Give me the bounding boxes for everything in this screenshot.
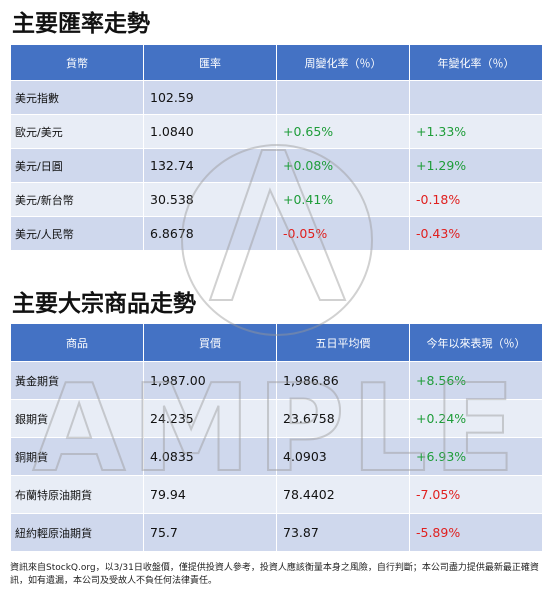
table-cell — [276, 80, 410, 115]
table-cell: 美元/新台幣 — [10, 182, 144, 217]
header-cell: 五日平均價 — [276, 323, 410, 362]
table-cell: 132.74 — [143, 148, 277, 183]
table-cell: 1.0840 — [143, 114, 277, 149]
header-cell: 買價 — [143, 323, 277, 362]
table-row: 美元/日圓 132.74 +0.08% +1.29% — [10, 148, 543, 183]
table-cell: 美元/日圓 — [10, 148, 144, 183]
header-row: 貨幣 匯率 周變化率（％） 年變化率（％） — [10, 44, 543, 81]
table-cell: 79.94 — [143, 475, 277, 514]
table-cell: -5.89% — [409, 513, 543, 552]
header-cell: 貨幣 — [10, 44, 144, 81]
table-cell: -0.43% — [409, 216, 543, 251]
table-cell: 紐約輕原油期貨 — [10, 513, 144, 552]
table-cell: +0.65% — [276, 114, 410, 149]
table-cell: 4.0903 — [276, 437, 410, 476]
table-cell: 美元指數 — [10, 80, 144, 115]
section-title: 主要匯率走勢 — [12, 11, 150, 37]
table-cell: 30.538 — [143, 182, 277, 217]
table-row: 美元/人民幣 6.8678 -0.05% -0.43% — [10, 216, 543, 251]
table-cell: 6.8678 — [143, 216, 277, 251]
header-cell: 年變化率（％） — [409, 44, 543, 81]
table-row: 黃金期貨 1,987.00 1,986.86 +8.56% — [10, 361, 543, 400]
table-cell: 75.7 — [143, 513, 277, 552]
table-cell: 布蘭特原油期貨 — [10, 475, 144, 514]
header-cell: 匯率 — [143, 44, 277, 81]
table-cell: 1,987.00 — [143, 361, 277, 400]
header-row: 商品 買價 五日平均價 今年以來表現（％） — [10, 323, 543, 362]
table-cell: -0.05% — [276, 216, 410, 251]
table-cell: 4.0835 — [143, 437, 277, 476]
table-row: 紐約輕原油期貨 75.7 73.87 -5.89% — [10, 513, 543, 552]
table-cell: 23.6758 — [276, 399, 410, 438]
header-cell: 周變化率（％） — [276, 44, 410, 81]
table-cell: +1.33% — [409, 114, 543, 149]
table-cell: 黃金期貨 — [10, 361, 144, 400]
table-cell: -0.18% — [409, 182, 543, 217]
section-title: 主要大宗商品走勢 — [12, 291, 196, 317]
table-cell: 73.87 — [276, 513, 410, 552]
table-cell: 銅期貨 — [10, 437, 144, 476]
table-cell: 銀期貨 — [10, 399, 144, 438]
table-row: 歐元/美元 1.0840 +0.65% +1.33% — [10, 114, 543, 149]
table-cell: 78.4402 — [276, 475, 410, 514]
table-cell: +1.29% — [409, 148, 543, 183]
header-cell: 商品 — [10, 323, 144, 362]
footer-note: 資訊來自StockQ.org，以3/31日收盤價，僅提供投資人參考，投資人應該衡… — [10, 563, 539, 586]
table-cell: +0.24% — [409, 399, 543, 438]
table-cell: 102.59 — [143, 80, 277, 115]
table-cell — [409, 80, 543, 115]
table: 商品 買價 五日平均價 今年以來表現（％） 黃金期貨 1,987.00 1,986.86 +8… — [10, 323, 543, 552]
table-row: 銅期貨 4.0835 4.0903 +6.93% — [10, 437, 543, 476]
table-cell: +0.08% — [276, 148, 410, 183]
table-cell: +8.56% — [409, 361, 543, 400]
table-row: 銀期貨 24.235 23.6758 +0.24% — [10, 399, 543, 438]
table: 貨幣 匯率 周變化率（％） 年變化率（％） 美元指數 102.59 歐元/美元 1.0840 +… — [10, 44, 543, 251]
table-cell: 1,986.86 — [276, 361, 410, 400]
table-cell: 美元/人民幣 — [10, 216, 144, 251]
table-cell: 24.235 — [143, 399, 277, 438]
table-row: 美元/新台幣 30.538 +0.41% -0.18% — [10, 182, 543, 217]
table-cell: +6.93% — [409, 437, 543, 476]
table-cell: -7.05% — [409, 475, 543, 514]
table-row: 布蘭特原油期貨 79.94 78.4402 -7.05% — [10, 475, 543, 514]
header-cell: 今年以來表現（％） — [409, 323, 543, 362]
table-cell: +0.41% — [276, 182, 410, 217]
table-row: 美元指數 102.59 — [10, 80, 543, 115]
table-cell: 歐元/美元 — [10, 114, 144, 149]
